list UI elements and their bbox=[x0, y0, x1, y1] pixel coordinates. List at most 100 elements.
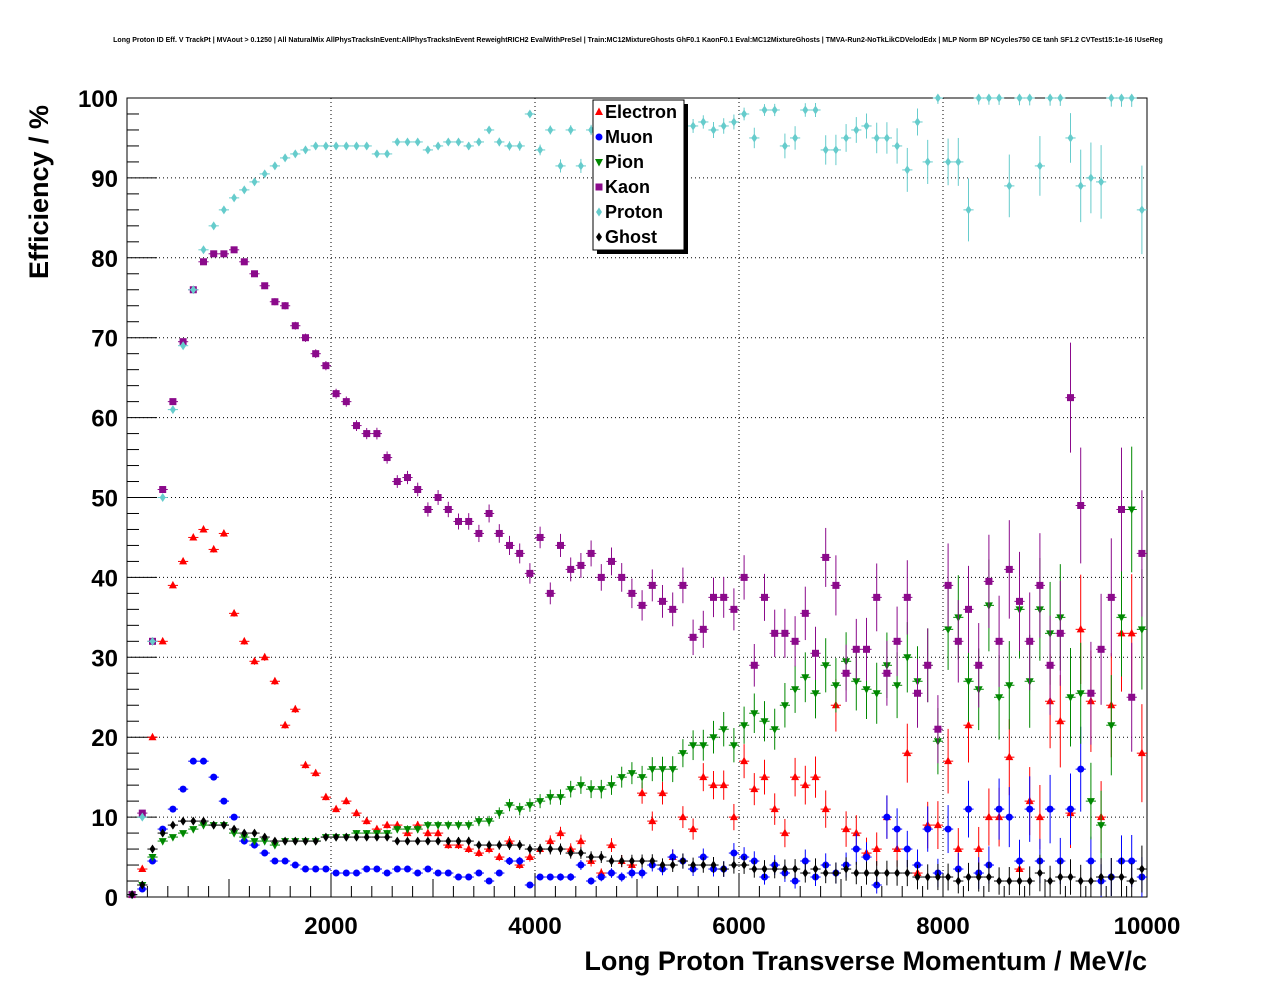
electron-legend-label: Electron bbox=[605, 102, 677, 122]
ghost-point bbox=[373, 832, 380, 842]
ghost-point bbox=[1057, 872, 1064, 882]
ghost-point bbox=[649, 856, 656, 866]
kaon-point bbox=[801, 609, 809, 617]
kaon-point bbox=[975, 661, 983, 669]
kaon-point bbox=[424, 505, 432, 513]
pion-point bbox=[587, 786, 596, 794]
data-series bbox=[127, 93, 1147, 900]
electron-point bbox=[974, 844, 983, 853]
electron-point bbox=[842, 824, 851, 833]
proton-point bbox=[914, 117, 921, 127]
electron-series bbox=[127, 524, 1147, 898]
kaon-point bbox=[720, 593, 728, 601]
electron-point bbox=[791, 772, 800, 781]
muon-point bbox=[291, 861, 299, 869]
muon-point bbox=[924, 825, 932, 833]
muon-series bbox=[127, 726, 1147, 899]
ghost-point bbox=[343, 832, 350, 842]
pion-point bbox=[230, 830, 239, 838]
kaon-point bbox=[251, 270, 258, 278]
ghost-point bbox=[792, 864, 799, 874]
kaon-point bbox=[159, 486, 167, 494]
ghost-point bbox=[322, 832, 329, 842]
y-tick-label: 70 bbox=[91, 326, 118, 353]
electron-point bbox=[821, 804, 830, 813]
pion-point bbox=[454, 822, 463, 830]
ghost-point bbox=[781, 864, 788, 874]
electron-point bbox=[219, 528, 228, 537]
proton-point bbox=[231, 193, 238, 203]
muon-point bbox=[1067, 805, 1074, 813]
muon-point bbox=[587, 877, 595, 885]
ghost-point bbox=[628, 856, 635, 866]
kaon-point bbox=[791, 637, 799, 645]
electron-point bbox=[342, 796, 351, 805]
proton-point bbox=[241, 185, 248, 195]
proton-point bbox=[363, 141, 370, 151]
kaon-point bbox=[985, 577, 993, 585]
ghost-point bbox=[516, 840, 523, 850]
kaon-series bbox=[127, 246, 1147, 899]
proton-point bbox=[261, 169, 268, 179]
kaon-point bbox=[353, 422, 360, 430]
ghost-point bbox=[832, 868, 839, 878]
proton-point bbox=[373, 149, 380, 159]
ghost-point bbox=[1047, 876, 1054, 886]
ghost-point bbox=[363, 832, 370, 842]
ghost-point bbox=[231, 824, 238, 834]
proton-point bbox=[271, 161, 278, 171]
kaon-point bbox=[342, 398, 350, 406]
pion-point bbox=[536, 798, 545, 806]
muon-point bbox=[220, 797, 228, 805]
ghost-point bbox=[1118, 872, 1125, 882]
kaon-point bbox=[536, 533, 544, 541]
pion-point bbox=[1066, 694, 1075, 702]
electron-point bbox=[230, 608, 239, 617]
kaon-point bbox=[812, 649, 819, 657]
pion-point bbox=[944, 626, 953, 634]
electron-point bbox=[1035, 812, 1044, 821]
ghost-point bbox=[394, 836, 401, 846]
proton-point bbox=[333, 141, 340, 151]
proton-point bbox=[465, 141, 472, 151]
kaon-point bbox=[240, 258, 248, 266]
pion-point bbox=[413, 826, 422, 834]
pion-point bbox=[699, 742, 708, 750]
pion-point bbox=[556, 794, 565, 802]
ghost-point bbox=[302, 836, 309, 846]
electron-point bbox=[658, 788, 667, 797]
proton-point bbox=[802, 105, 809, 115]
electron-point bbox=[872, 844, 881, 853]
electron-point bbox=[189, 532, 198, 541]
proton-point bbox=[1128, 93, 1135, 103]
ghost-point bbox=[547, 844, 554, 854]
muon-point bbox=[414, 869, 422, 877]
muon-point bbox=[485, 877, 493, 885]
ghost-point bbox=[843, 864, 850, 874]
ghost-point bbox=[261, 832, 268, 842]
electron-point bbox=[168, 580, 177, 589]
kaon-point bbox=[312, 350, 320, 358]
kaon-point bbox=[516, 549, 524, 557]
electron-point bbox=[740, 756, 749, 765]
kaon-point bbox=[322, 362, 330, 370]
muon-point bbox=[465, 873, 473, 881]
kaon-point bbox=[495, 529, 503, 537]
muon-point bbox=[638, 869, 646, 877]
pion-point bbox=[852, 678, 861, 686]
muon-point bbox=[852, 845, 860, 853]
proton-legend-label: Proton bbox=[605, 202, 663, 222]
muon-point bbox=[506, 857, 513, 865]
y-tick-label: 40 bbox=[91, 565, 118, 592]
muon-point bbox=[200, 757, 207, 765]
electron-point bbox=[179, 556, 188, 565]
ghost-point bbox=[577, 848, 584, 858]
ghost-point bbox=[200, 816, 207, 826]
kaon-point bbox=[893, 637, 901, 645]
ghost-point bbox=[812, 864, 819, 874]
electron-point bbox=[780, 828, 789, 837]
kaon-point bbox=[383, 454, 391, 462]
proton-point bbox=[180, 341, 187, 351]
kaon-point bbox=[485, 509, 493, 517]
proton-point bbox=[996, 93, 1003, 103]
